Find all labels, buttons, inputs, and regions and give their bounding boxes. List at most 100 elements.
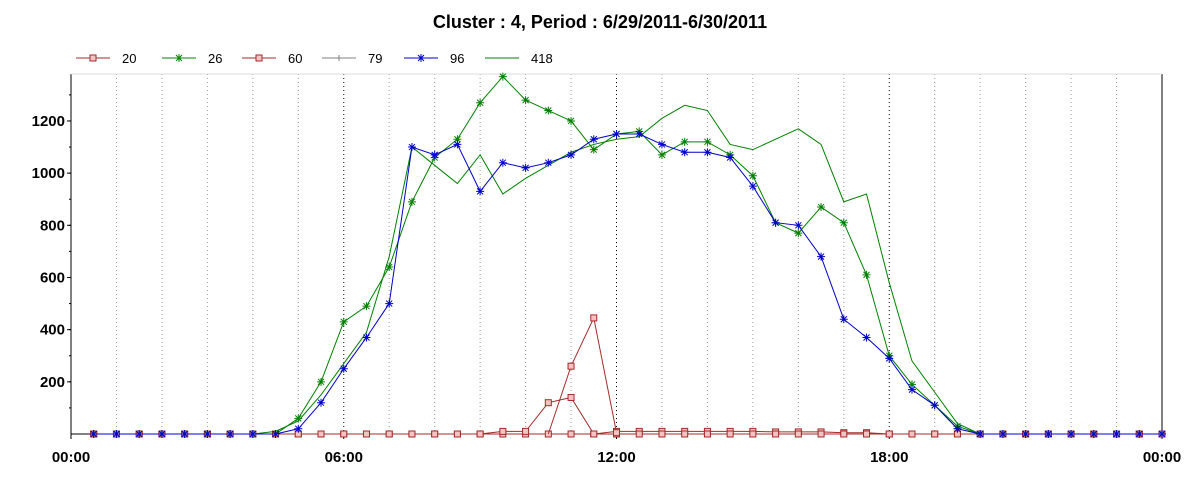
- data-point: [255, 54, 263, 62]
- data-point: [498, 158, 507, 167]
- x-tick-label: 06:00: [325, 449, 363, 466]
- data-point: [317, 398, 326, 407]
- legend-item: 20: [76, 51, 136, 66]
- data-point: [680, 148, 689, 157]
- data-point: [930, 401, 939, 410]
- data-point: [1112, 430, 1121, 438]
- data-point: [362, 333, 371, 342]
- series-26: [89, 72, 1166, 438]
- data-point: [544, 158, 553, 167]
- data-point: [431, 430, 439, 438]
- data-point: [317, 430, 325, 438]
- data-point: [498, 72, 507, 81]
- legend: 20 26 60 79 96 418: [76, 51, 553, 66]
- data-point: [1067, 430, 1076, 438]
- data-point: [976, 430, 985, 438]
- data-point: [180, 430, 189, 438]
- data-point: [499, 427, 507, 435]
- data-point: [635, 130, 644, 138]
- legend-item: 26: [162, 51, 222, 66]
- data-point: [1021, 430, 1030, 438]
- data-point: [589, 145, 598, 154]
- grid-lines: [115, 74, 1118, 434]
- series-line: [93, 104, 1162, 435]
- data-point: [931, 430, 939, 438]
- y-tick-label: 1200: [32, 113, 65, 130]
- data-point: [794, 430, 802, 438]
- data-point: [839, 218, 848, 227]
- data-point: [748, 171, 757, 180]
- data-point: [771, 218, 780, 227]
- legend-label: 96: [450, 51, 464, 66]
- data-point: [453, 140, 462, 149]
- data-point: [612, 130, 621, 138]
- data-point: [863, 430, 871, 438]
- data-point: [567, 430, 575, 438]
- data-point: [772, 430, 780, 438]
- y-tick-label: 200: [40, 374, 65, 391]
- data-point: [385, 263, 394, 272]
- data-point: [175, 54, 183, 62]
- chart-title: Cluster : 4, Period : 6/29/2011-6/30/201…: [432, 12, 768, 32]
- y-tick-label: 800: [40, 217, 65, 234]
- data-point: [862, 270, 871, 279]
- data-point: [703, 137, 712, 146]
- data-point: [339, 317, 348, 326]
- data-point: [657, 140, 666, 149]
- data-point: [907, 385, 916, 394]
- data-point: [817, 203, 826, 212]
- series-60: [90, 393, 1166, 438]
- legend-label: 79: [368, 51, 382, 66]
- data-point: [681, 430, 689, 438]
- data-point: [294, 424, 303, 433]
- data-point: [1158, 430, 1166, 438]
- data-point: [726, 430, 734, 438]
- x-tick-label: 00:00: [1143, 449, 1181, 466]
- data-point: [157, 430, 166, 438]
- data-point: [908, 430, 916, 438]
- series-line: [93, 396, 1162, 435]
- series-line: [93, 133, 1162, 435]
- data-point: [362, 430, 370, 438]
- data-point: [544, 399, 552, 407]
- data-point: [953, 424, 962, 433]
- legend-item: 79: [322, 51, 382, 66]
- data-point: [476, 98, 485, 107]
- data-point: [726, 153, 735, 162]
- legend-label: 418: [531, 51, 553, 66]
- data-point: [567, 393, 575, 401]
- data-point: [336, 55, 342, 61]
- data-point: [703, 430, 711, 438]
- data-point: [590, 314, 598, 322]
- data-point: [340, 430, 348, 438]
- data-point: [522, 427, 530, 435]
- data-point: [748, 182, 757, 191]
- data-point: [817, 252, 826, 261]
- legend-item: 60: [242, 51, 302, 66]
- data-point: [385, 430, 393, 438]
- data-point: [248, 430, 257, 438]
- data-point: [203, 430, 212, 438]
- legend-label: 26: [208, 51, 222, 66]
- data-point: [408, 430, 416, 438]
- data-point: [794, 221, 803, 230]
- data-point: [817, 430, 825, 438]
- data-point: [998, 430, 1007, 438]
- y-tick-label: 600: [40, 269, 65, 286]
- x-tick-label: 12:00: [597, 449, 635, 466]
- data-point: [839, 315, 848, 324]
- data-point: [885, 354, 894, 363]
- data-point: [476, 187, 485, 196]
- data-point: [339, 364, 348, 373]
- data-point: [271, 430, 280, 438]
- x-tick-label: 00:00: [52, 449, 90, 466]
- data-point: [613, 429, 620, 437]
- data-point: [544, 106, 553, 115]
- data-point: [1044, 430, 1053, 438]
- data-point: [385, 299, 394, 308]
- series-line: [93, 75, 1162, 435]
- data-point: [226, 430, 235, 438]
- series-96: [89, 130, 1166, 438]
- data-point: [589, 135, 598, 144]
